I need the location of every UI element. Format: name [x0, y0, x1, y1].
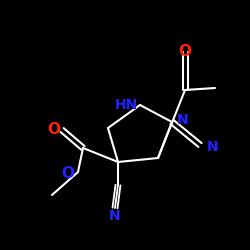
- Text: O: O: [47, 122, 60, 138]
- Text: O: O: [61, 166, 74, 182]
- Text: N: N: [109, 209, 121, 223]
- Text: O: O: [178, 44, 192, 60]
- Text: HN: HN: [115, 98, 138, 112]
- Text: N: N: [177, 113, 189, 127]
- Text: N: N: [207, 140, 218, 154]
